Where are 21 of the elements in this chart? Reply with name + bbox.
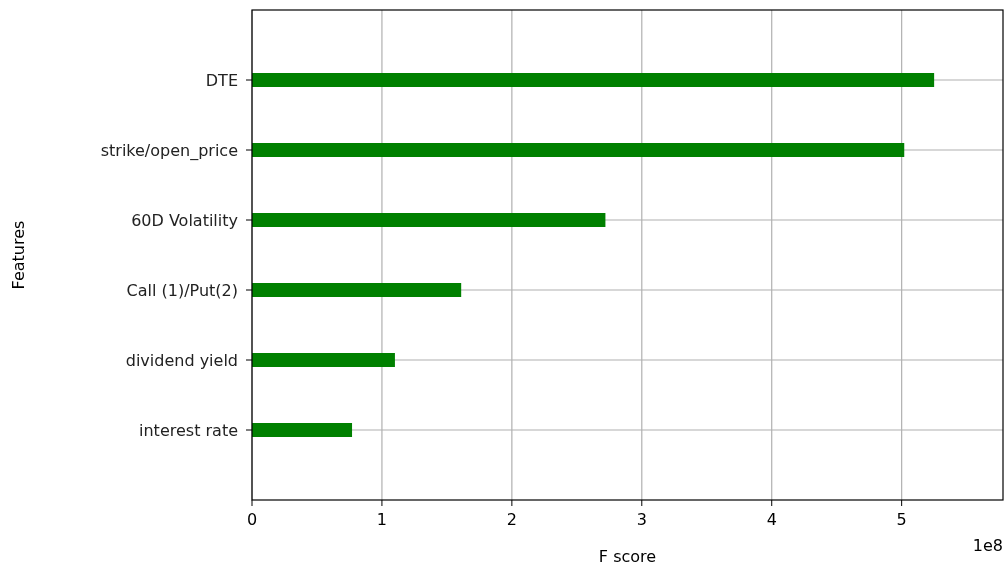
y-axis-title: Features (9, 220, 28, 290)
bar (252, 423, 353, 437)
bar (252, 143, 905, 157)
x-tick-label: 1 (376, 510, 388, 529)
bar (252, 73, 935, 87)
y-tick-label: strike/open_price (100, 141, 238, 161)
y-tick-label: DTE (205, 71, 238, 90)
y-tick-label: dividend yield (125, 351, 238, 370)
x-tick-label: 4 (766, 510, 777, 529)
x-axis-title: F score (598, 547, 657, 566)
x-tick-label: 0 (246, 510, 258, 529)
bar (252, 213, 606, 227)
x-tick-label: 5 (896, 510, 907, 529)
y-tick-label: interest rate (139, 421, 238, 440)
x-tick-label: 2 (506, 510, 517, 529)
text: 1e8 (972, 536, 1003, 555)
bar (252, 283, 462, 297)
y-tick-label: Call (1)/Put(2) (126, 281, 238, 300)
x-tick-label: 3 (636, 510, 647, 529)
bar (252, 353, 395, 367)
y-tick-label: 60D Volatility (131, 211, 238, 230)
